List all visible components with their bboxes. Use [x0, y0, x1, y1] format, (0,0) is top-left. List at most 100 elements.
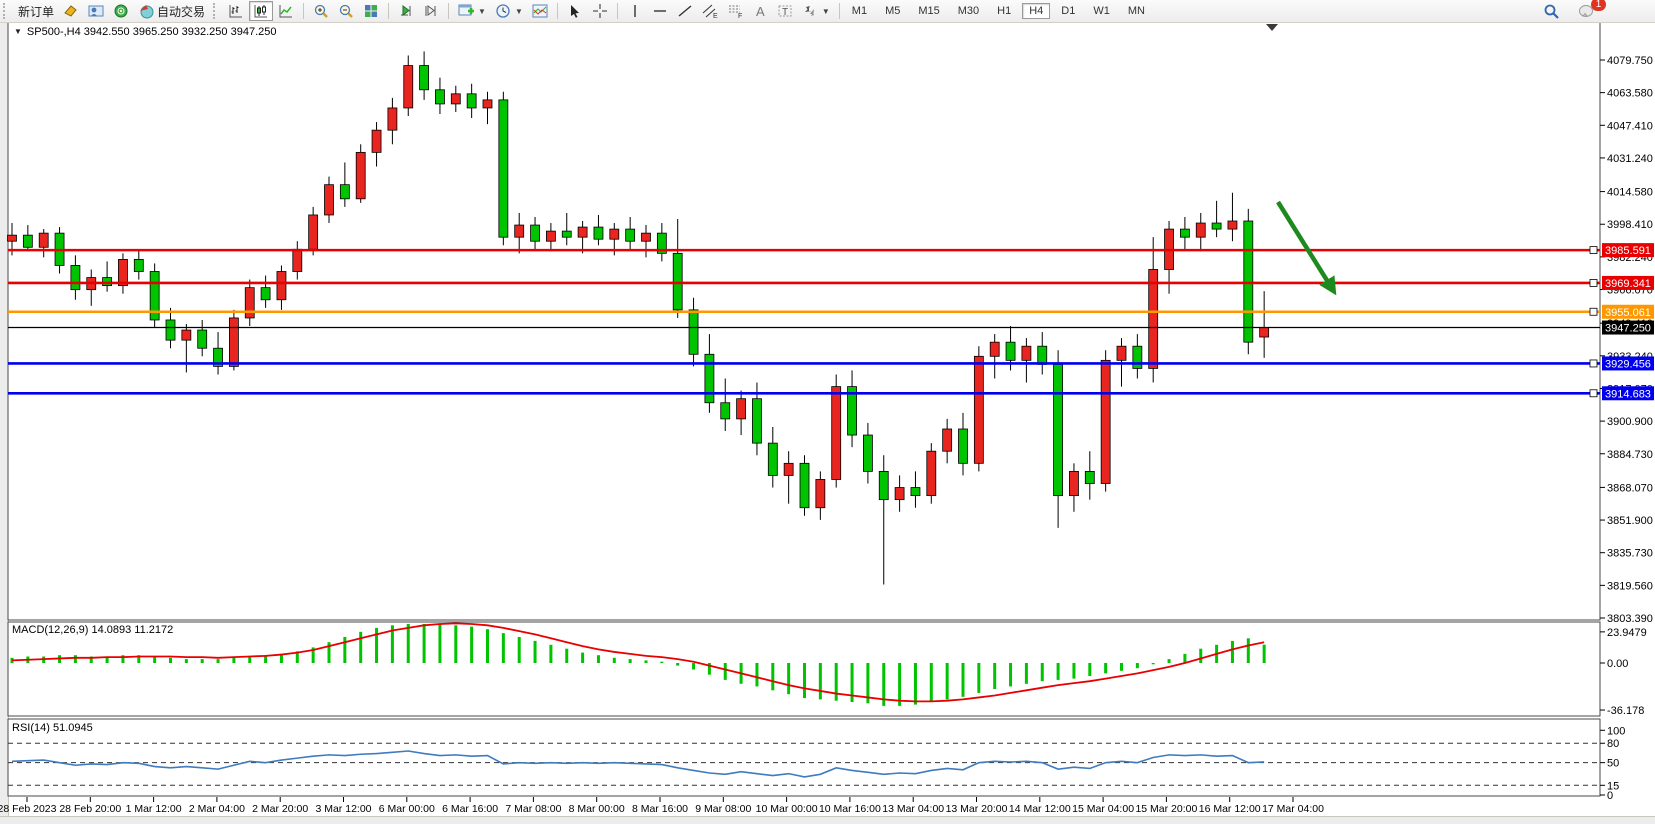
candle-body	[736, 398, 746, 420]
candle-body	[783, 462, 794, 476]
text-icon[interactable]: A	[748, 1, 772, 21]
macd-histogram-bar	[1040, 663, 1044, 682]
time-tick-label: 13 Mar 20:00	[946, 803, 1008, 815]
macd-histogram-bar	[153, 656, 157, 663]
bar-chart-icon[interactable]	[224, 1, 248, 21]
level-handle[interactable]	[1589, 389, 1598, 398]
periods-button[interactable]: ▼	[491, 1, 527, 21]
time-tick-label: 2 Mar 20:00	[252, 803, 308, 815]
macd-histogram-bar	[834, 663, 838, 701]
macd-histogram-bar	[422, 624, 426, 663]
crosshair-icon[interactable]	[588, 1, 612, 21]
navigator-icon[interactable]	[109, 1, 133, 21]
macd-histogram-bar	[1183, 653, 1187, 663]
candle-body	[767, 442, 778, 476]
macd-histogram-bar	[501, 633, 505, 663]
new-order-button[interactable]: 新订单	[14, 1, 58, 21]
macd-histogram-bar	[1230, 640, 1234, 663]
macd-histogram-bar	[1056, 663, 1060, 680]
market-watch-icon[interactable]	[59, 1, 83, 21]
arrows-tool-icon[interactable]: ▼	[798, 1, 834, 21]
candle-body	[149, 271, 160, 321]
vertical-line-icon[interactable]	[623, 1, 647, 21]
text-label-icon[interactable]: T	[773, 1, 797, 21]
level-handle[interactable]	[1589, 307, 1598, 316]
macd-histogram-bar	[692, 663, 696, 670]
candle-body	[847, 386, 857, 436]
candlestick-chart-icon[interactable]	[249, 1, 274, 21]
rsi-tick-label: 0	[1607, 790, 1613, 802]
new-order-label: 新订单	[18, 4, 55, 19]
candle-body	[387, 107, 398, 131]
timeframe-M5[interactable]: M5	[878, 3, 907, 19]
search-icon[interactable]	[1539, 1, 1564, 21]
macd-histogram-bar	[533, 640, 537, 663]
toolbar-grip[interactable]	[213, 3, 220, 19]
level-handle[interactable]	[1589, 359, 1598, 368]
main-panel	[7, 21, 1601, 621]
timeframe-H1[interactable]: H1	[990, 3, 1018, 19]
time-tick-label: 15 Mar 04:00	[1072, 803, 1134, 815]
auto-trading-button[interactable]: 自动交易	[134, 1, 209, 21]
macd-histogram-bar	[549, 644, 553, 663]
macd-histogram-bar	[1135, 663, 1139, 669]
chart-shift-icon[interactable]	[419, 1, 443, 21]
new-chart-button[interactable]: ▼	[454, 1, 490, 21]
timeframe-W1[interactable]: W1	[1086, 3, 1117, 19]
candle-body	[561, 230, 572, 238]
macd-histogram-bar	[818, 663, 822, 700]
macd-histogram-bar	[200, 659, 204, 663]
toolbar-grip[interactable]	[3, 3, 10, 19]
candle-body	[641, 232, 651, 242]
time-tick-label: 17 Mar 04:00	[1262, 803, 1324, 815]
tile-windows-icon[interactable]	[359, 1, 383, 21]
candle-body	[863, 434, 873, 472]
one-click-expand-icon[interactable]: ▼	[14, 27, 22, 36]
indicators-icon[interactable]	[528, 1, 552, 21]
candle-body	[1084, 470, 1095, 484]
timeframe-M15[interactable]: M15	[911, 3, 946, 19]
trend-arrow-annotation[interactable]	[1276, 200, 1337, 296]
fibonacci-icon[interactable]: F	[723, 1, 747, 21]
candle-body	[1037, 345, 1048, 365]
level-handle[interactable]	[1589, 279, 1598, 287]
timeframe-MN[interactable]: MN	[1121, 3, 1152, 19]
macd-histogram-bar	[105, 656, 109, 663]
candle-body	[1243, 220, 1254, 343]
zoom-out-icon[interactable]	[334, 1, 358, 21]
macd-histogram-bar	[73, 655, 77, 663]
horizontal-line-icon[interactable]	[648, 1, 672, 21]
candle-body	[878, 470, 889, 501]
price-tick-label: 4031.240	[1607, 153, 1653, 165]
time-tick-label: 7 Mar 08:00	[505, 803, 561, 815]
cursor-icon[interactable]	[563, 1, 587, 21]
price-tick-label: 3900.900	[1607, 416, 1653, 428]
notifications-icon[interactable]: 1	[1574, 0, 1606, 21]
equidistant-channel-icon[interactable]: E	[698, 1, 722, 21]
candle-body	[22, 234, 33, 248]
zoom-in-icon[interactable]	[309, 1, 333, 21]
macd-histogram-bar	[232, 657, 236, 663]
line-chart-icon[interactable]	[274, 1, 298, 21]
macd-histogram-bar	[961, 663, 965, 697]
trendline-icon[interactable]	[673, 1, 697, 21]
macd-histogram-bar	[406, 624, 410, 663]
timeframe-H4[interactable]: H4	[1022, 3, 1051, 19]
candle-body	[656, 232, 667, 254]
auto-scroll-icon[interactable]	[394, 1, 418, 21]
candle-body	[181, 329, 192, 341]
level-price-badge-text: 3914.683	[1605, 388, 1651, 400]
level-handle[interactable]	[1589, 246, 1598, 255]
timeframe-D1[interactable]: D1	[1054, 3, 1082, 19]
candle-body	[720, 402, 731, 420]
macd-histogram-bar	[1088, 663, 1092, 676]
timeframe-M30[interactable]: M30	[951, 3, 986, 19]
chart-shift-marker[interactable]	[1266, 24, 1278, 31]
data-window-icon[interactable]	[84, 1, 108, 21]
level-price-badge-text: 3969.341	[1605, 278, 1651, 290]
macd-histogram-bar	[596, 655, 600, 663]
price-tick-label: 4047.410	[1607, 120, 1653, 132]
candle-body	[371, 129, 382, 153]
timeframe-M1[interactable]: M1	[845, 3, 874, 19]
